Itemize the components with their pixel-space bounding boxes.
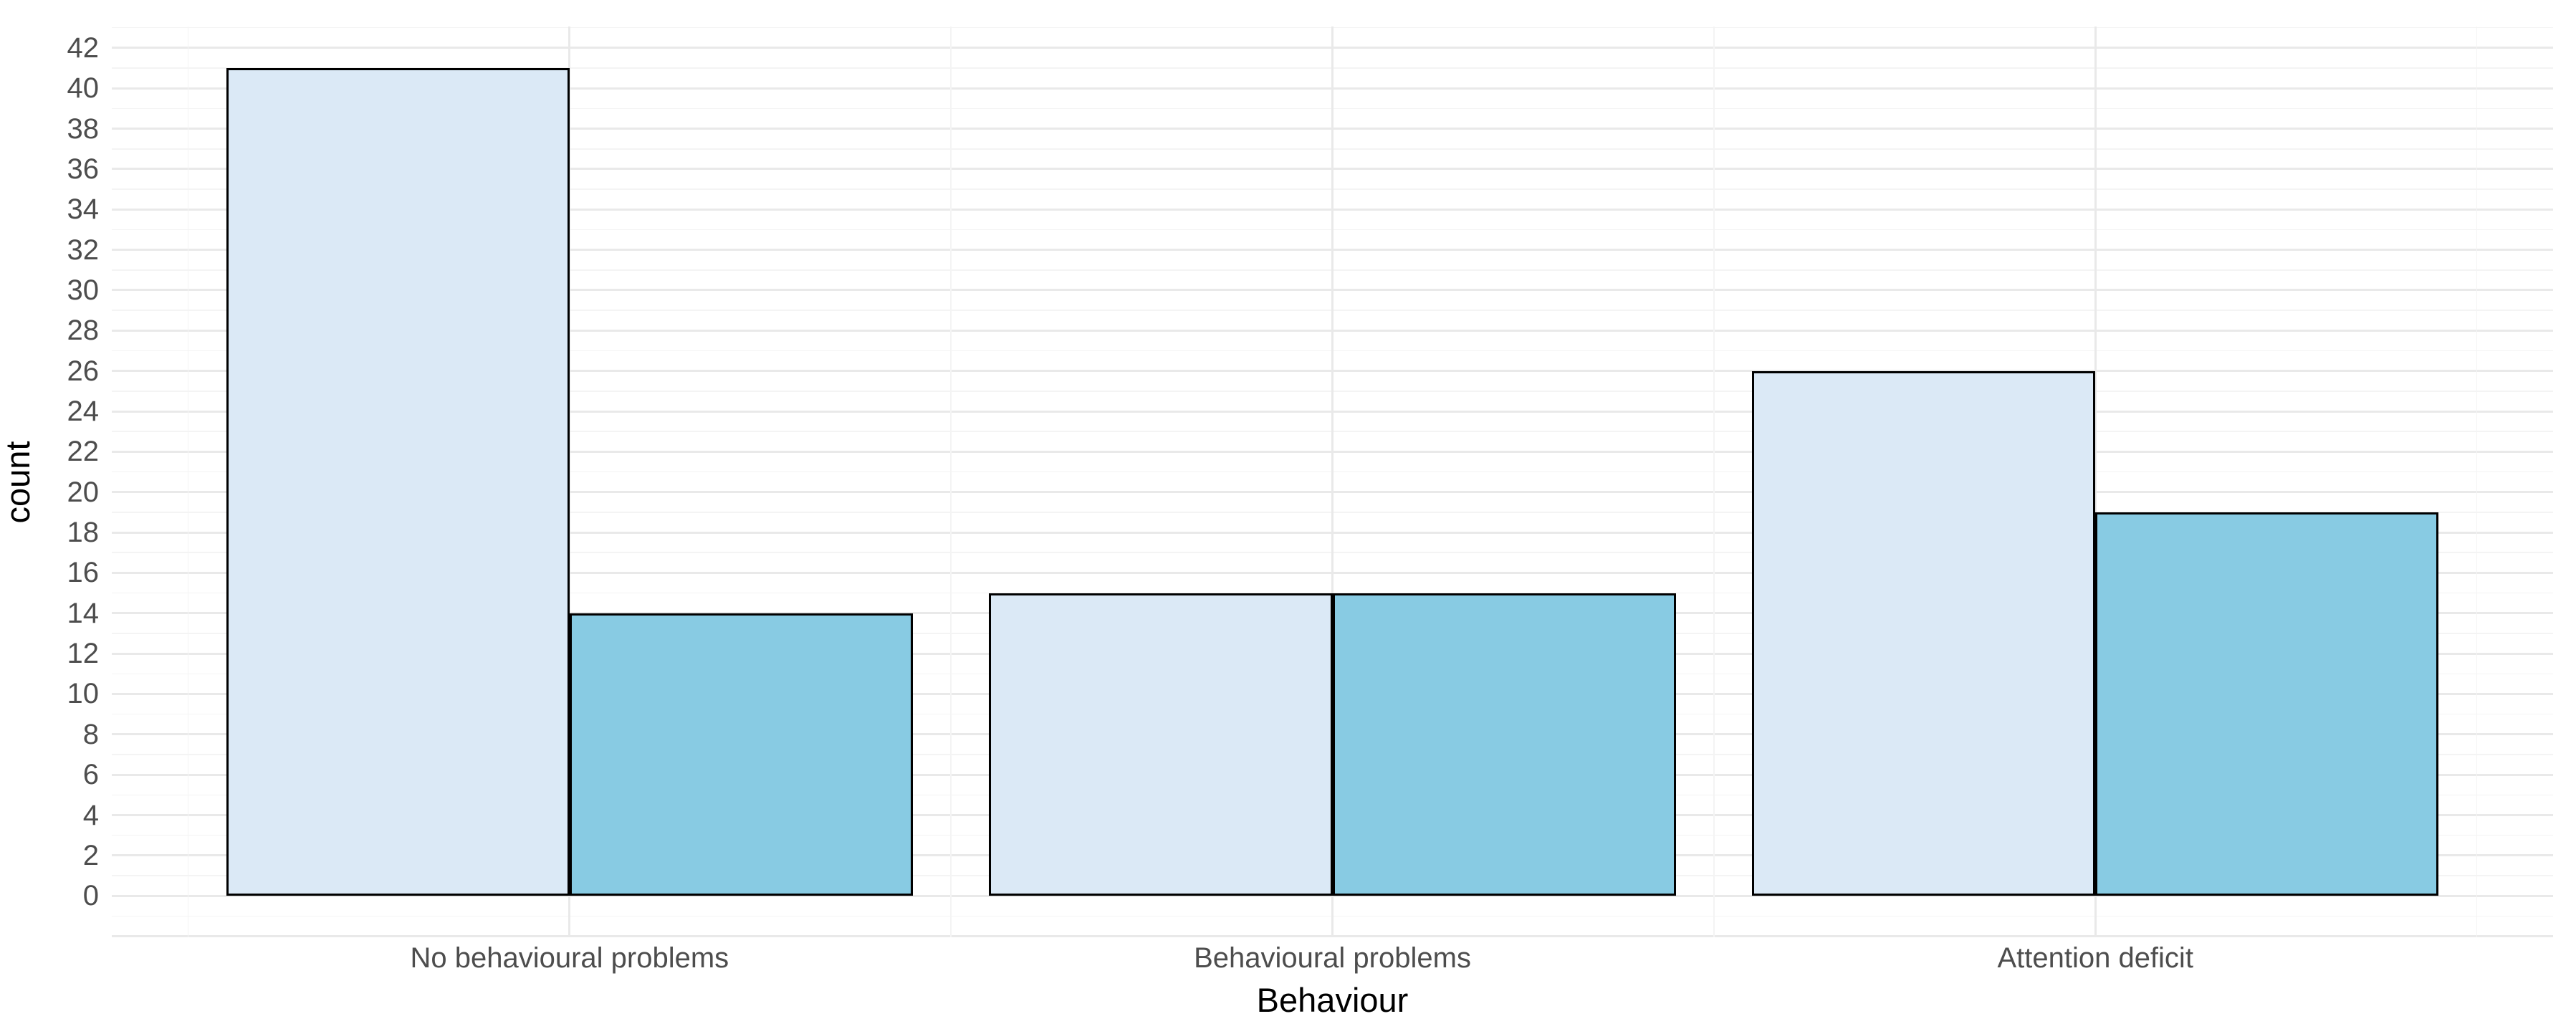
x-tick-label: Behavioural problems — [1194, 942, 1471, 974]
x-tick-label: Attention deficit — [1997, 942, 2193, 974]
bar — [2095, 512, 2439, 896]
y-tick-label: 6 — [82, 759, 99, 791]
y-tick-label: 22 — [67, 436, 100, 468]
major-gridline-v — [2094, 27, 2097, 937]
y-tick-label: 24 — [67, 396, 100, 428]
bar — [226, 68, 570, 896]
y-tick-label: 42 — [67, 32, 100, 64]
y-tick-label: 18 — [67, 517, 100, 549]
major-gridline-v — [1331, 27, 1334, 937]
minor-gridline-v — [1713, 27, 1715, 937]
y-tick-label: 28 — [67, 315, 100, 347]
bar — [569, 613, 913, 896]
y-tick-label: 10 — [67, 678, 100, 710]
bar — [1752, 370, 2096, 896]
y-tick-label: 36 — [67, 153, 100, 185]
bar — [989, 593, 1333, 896]
y-tick-label: 20 — [67, 476, 100, 508]
y-tick-label: 38 — [67, 113, 100, 145]
minor-gridline-v — [187, 27, 189, 937]
x-axis-title: Behaviour — [1256, 981, 1409, 1019]
y-tick-label: 32 — [67, 234, 100, 266]
y-axis-title: count — [0, 441, 37, 524]
y-tick-label: 2 — [82, 839, 99, 871]
y-tick-label: 14 — [67, 597, 100, 629]
y-tick-label: 12 — [67, 638, 100, 670]
minor-gridline-v — [2476, 27, 2478, 937]
bar — [1332, 593, 1676, 896]
plot-panel — [112, 27, 2553, 938]
y-tick-label: 30 — [67, 274, 100, 306]
y-tick-label: 0 — [82, 880, 99, 912]
major-gridline-v — [568, 27, 571, 937]
y-tick-label: 8 — [82, 718, 99, 750]
y-tick-label: 26 — [67, 355, 100, 387]
y-tick-label: 34 — [67, 193, 100, 226]
y-tick-label: 4 — [82, 799, 99, 831]
x-tick-label: No behavioural problems — [410, 942, 729, 974]
y-tick-label: 40 — [67, 72, 100, 105]
y-tick-label: 16 — [67, 557, 100, 589]
minor-gridline-v — [950, 27, 952, 937]
